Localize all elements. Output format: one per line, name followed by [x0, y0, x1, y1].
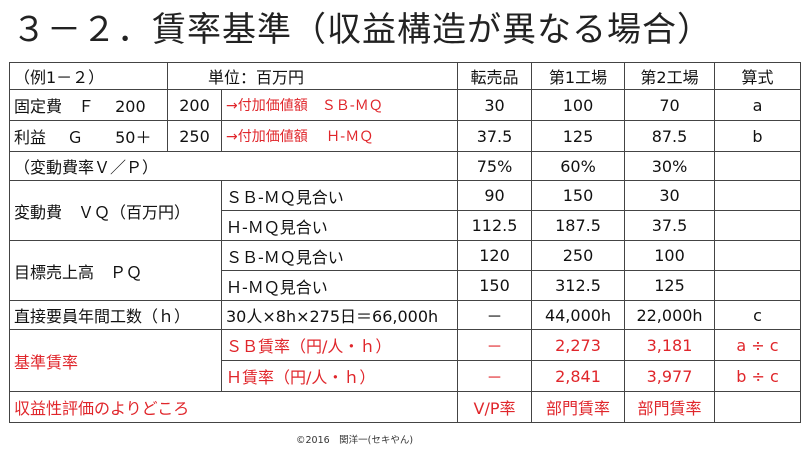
hours-formula: c: [714, 300, 801, 330]
variable-sub1: ＳＢ-ＭＱ見合い: [221, 180, 458, 211]
profit-sales: 37.5: [457, 120, 532, 152]
variable-row-2: Ｈ-ＭＱ見合い 112.5 187.5 37.5: [10, 210, 801, 241]
hours-sales: －: [457, 300, 532, 330]
basis-plant1: 部門賃率: [531, 391, 625, 423]
copyright-text: ©2016 関洋一(セキやん): [296, 435, 414, 446]
fixed-cost-note: →付加価値額 ＳＢ-ＭＱ: [221, 89, 458, 121]
rate-h-plant2: 3,977: [624, 360, 715, 392]
basis-sales: V/P率: [457, 391, 532, 423]
target-s1-plant1: 250: [531, 240, 625, 271]
fixed-cost-row: 固定費 Ｆ 200 200 →付加価値額 ＳＢ-ＭＱ 30 100 70 a: [9, 89, 801, 121]
rate-sb-label: ＳＢ賃率（円/人・ｈ）: [221, 329, 458, 361]
target-label: 目標売上高 ＰＱ: [9, 240, 222, 301]
fixed-plant1: 100: [531, 89, 625, 121]
rate-sb-sales: －: [457, 329, 532, 361]
variable-label: 変動費 ＶＱ（百万円）: [9, 180, 222, 241]
variable-row-1: 変動費 ＶＱ（百万円） ＳＢ-ＭＱ見合い 90 150 30: [9, 180, 801, 241]
ratio-sales: 75%: [457, 151, 532, 181]
hours-plant1: 44,000h: [531, 300, 625, 330]
variable-s1-plant2: 30: [624, 180, 715, 211]
unit-label: 単位：百万円: [167, 62, 458, 90]
basis-plant2: 部門賃率: [624, 391, 715, 423]
variable-s2-sales: 112.5: [457, 210, 532, 241]
ratio-plant1: 60%: [531, 151, 625, 181]
ratio-plant2: 30%: [624, 151, 715, 181]
fixed-cost-label: 固定費 Ｆ 200: [9, 89, 168, 121]
basis-label: 収益性評価のよりどころ: [9, 391, 458, 423]
page-title: ３－２．賃率基準（収益構造が異なる場合）: [12, 10, 712, 50]
profit-label: 利益 Ｇ 50＋: [9, 120, 168, 152]
fixed-formula: a: [714, 89, 801, 121]
col-formula: 算式: [714, 62, 801, 90]
hours-calc: 30人×8h×275日＝66,000h: [221, 300, 458, 330]
header-row: （例1－２） 単位：百万円 転売品 第1工場 第2工場 算式: [9, 62, 801, 90]
hours-label: 直接要員年間工数（ｈ）: [9, 300, 222, 330]
target-s2-sales: 150: [457, 270, 532, 301]
fixed-plant2: 70: [624, 89, 715, 121]
rate-h-plant1: 2,841: [531, 360, 625, 392]
target-s2-plant1: 312.5: [531, 270, 625, 301]
target-s1-sales: 120: [457, 240, 532, 271]
target-sub2: Ｈ-ＭＱ見合い: [221, 270, 458, 301]
target-s1-formula-empty: [714, 240, 801, 271]
ratio-label: （変動費率Ｖ／Ｐ）: [9, 151, 458, 181]
basis-formula-empty: [714, 391, 801, 423]
ratio-row: （変動費率Ｖ／Ｐ） 75% 60% 30%: [9, 151, 801, 181]
basis-row: 収益性評価のよりどころ V/P率 部門賃率 部門賃率: [9, 391, 801, 423]
rate-h-sales: －: [457, 360, 532, 392]
profit-formula: b: [714, 120, 801, 152]
profit-plant1: 125: [531, 120, 625, 152]
target-sub1: ＳＢ-ＭＱ見合い: [221, 240, 458, 271]
rate-sb-formula: a ÷ c: [714, 329, 801, 361]
target-s1-plant2: 100: [624, 240, 715, 271]
profit-note: →付加価値額 Ｈ-ＭＱ: [221, 120, 458, 152]
variable-s2-plant2: 37.5: [624, 210, 715, 241]
target-s2-formula-empty: [714, 270, 801, 301]
rate-h-label: Ｈ賃率（円/人・ｈ）: [221, 360, 458, 392]
rate-h-formula: b ÷ c: [714, 360, 801, 392]
variable-s1-formula-empty: [714, 180, 801, 211]
col-sales: 転売品: [457, 62, 532, 90]
variable-s2-plant1: 187.5: [531, 210, 625, 241]
rate-sb-plant2: 3,181: [624, 329, 715, 361]
col-plant1: 第1工場: [531, 62, 625, 90]
hours-plant2: 22,000h: [624, 300, 715, 330]
target-row-1: 目標売上高 ＰＱ ＳＢ-ＭＱ見合い 120 250 100: [9, 240, 801, 301]
ratio-formula-empty: [714, 151, 801, 181]
rate-sb-plant1: 2,273: [531, 329, 625, 361]
profit-plant2: 87.5: [624, 120, 715, 152]
col-plant2: 第2工場: [624, 62, 715, 90]
hours-row: 直接要員年間工数（ｈ） 30人×8h×275日＝66,000h － 44,000…: [9, 300, 801, 330]
target-s2-plant2: 125: [624, 270, 715, 301]
rate-table: （例1－２） 単位：百万円 転売品 第1工場 第2工場 算式 固定費 Ｆ 200…: [9, 62, 801, 423]
example-label: （例1－２）: [9, 62, 168, 90]
fixed-sales: 30: [457, 89, 532, 121]
variable-s2-formula-empty: [714, 210, 801, 241]
rate-sb-row: 基準賃率 ＳＢ賃率（円/人・ｈ） － 2,273 3,181 a ÷ c: [9, 329, 801, 392]
variable-sub2: Ｈ-ＭＱ見合い: [221, 210, 458, 241]
rate-h-row: Ｈ賃率（円/人・ｈ） － 2,841 3,977 b ÷ c: [10, 360, 801, 392]
profit-value: 250: [167, 120, 222, 152]
target-row-2: Ｈ-ＭＱ見合い 150 312.5 125: [10, 270, 801, 301]
rate-label: 基準賃率: [9, 329, 222, 392]
variable-s1-sales: 90: [457, 180, 532, 211]
variable-s1-plant1: 150: [531, 180, 625, 211]
fixed-cost-value: 200: [167, 89, 222, 121]
profit-row: 利益 Ｇ 50＋ 250 →付加価値額 Ｈ-ＭＱ 37.5 125 87.5 b: [9, 120, 801, 152]
